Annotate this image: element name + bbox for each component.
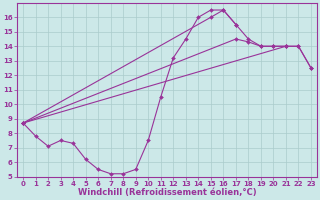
X-axis label: Windchill (Refroidissement éolien,°C): Windchill (Refroidissement éolien,°C) <box>78 188 256 197</box>
